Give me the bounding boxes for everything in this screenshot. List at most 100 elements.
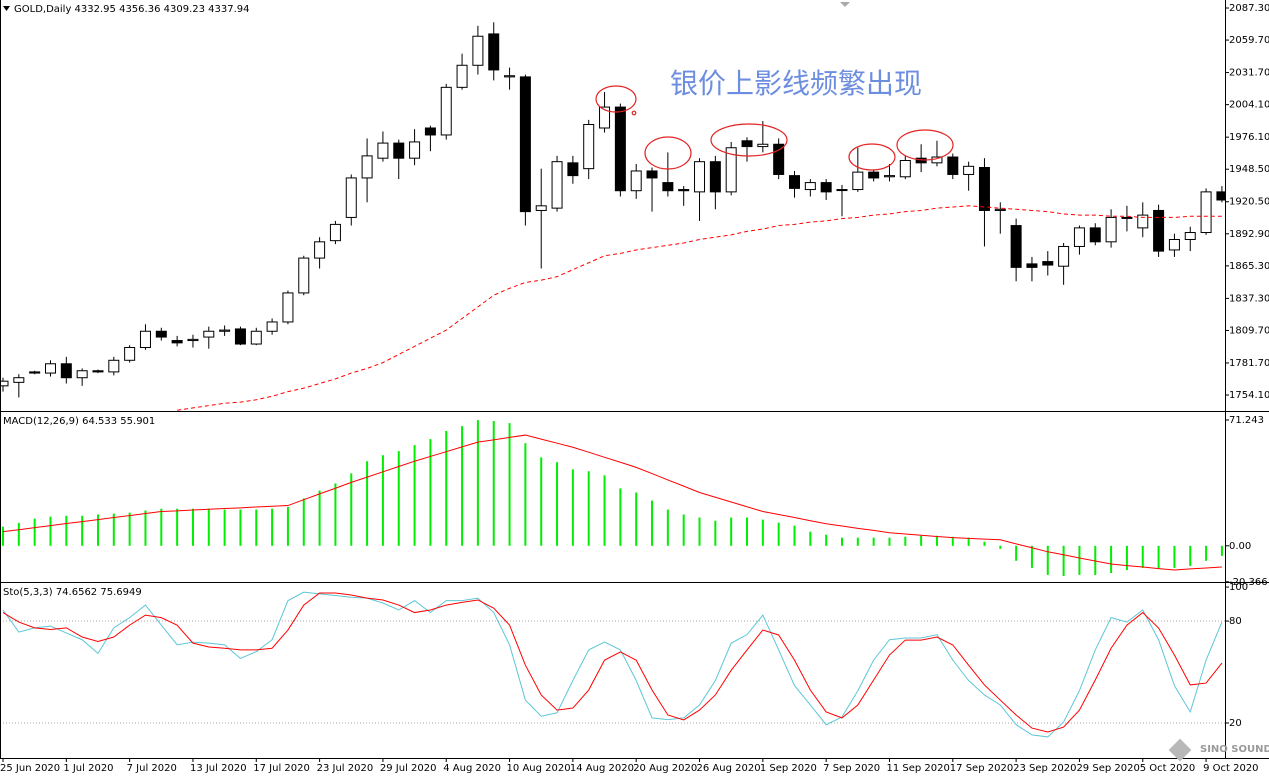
candle-body — [92, 370, 104, 373]
candle-body — [978, 166, 990, 211]
y-tick-label: 2059.70 — [1229, 35, 1269, 46]
x-tick-label: 1 Sep 2020 — [760, 763, 817, 774]
candle-body — [804, 182, 816, 191]
y-tick-label: 1809.70 — [1229, 325, 1269, 336]
menu-arrow — [3, 6, 10, 11]
candle-body — [424, 127, 436, 136]
candle-body — [789, 175, 800, 189]
x-tick-label: 29 Sep 2020 — [1076, 763, 1139, 774]
candle-body — [662, 182, 674, 192]
logo-mark — [1168, 738, 1192, 762]
y-tick-label: 20 — [1229, 718, 1242, 729]
y-tick-label: 1837.30 — [1229, 293, 1269, 304]
candle-body — [329, 223, 341, 242]
candle-body — [994, 208, 1006, 211]
candle-body — [694, 161, 706, 193]
candle-body — [1168, 238, 1180, 251]
x-tick-label: 29 Jul 2020 — [380, 763, 437, 774]
candle-body — [1010, 225, 1022, 268]
candle-body — [963, 165, 975, 175]
candle-body — [567, 162, 579, 177]
candle-body — [1042, 261, 1054, 266]
candle-body — [1089, 227, 1101, 243]
x-tick-label: 11 Sep 2020 — [886, 763, 949, 774]
x-tick-label: 17 Sep 2020 — [950, 763, 1013, 774]
candle-body — [504, 75, 516, 78]
candle-body — [361, 155, 373, 179]
candle-body — [535, 205, 547, 211]
candle-body — [187, 338, 199, 342]
x-tick-label: 5 Oct 2020 — [1140, 763, 1195, 774]
annotation-ring — [595, 85, 637, 113]
annotation-ring — [896, 129, 954, 161]
candle-body — [1026, 263, 1038, 268]
candle-body — [13, 377, 25, 383]
x-tick-label: 7 Jul 2020 — [127, 763, 177, 774]
candle-body — [203, 330, 215, 338]
y-tick-label: 1781.70 — [1229, 358, 1269, 369]
stochastic-line — [2, 591, 1223, 738]
y-tick-label: 1920.50 — [1229, 197, 1269, 208]
annotation-text: 银价上影线频繁出现 — [670, 67, 922, 100]
candle-body — [883, 175, 895, 178]
y-tick-label: 2031.70 — [1229, 68, 1269, 79]
candle-body — [76, 370, 88, 379]
plot-layers: 2087.30 2059.70 2031.70 2004.10 1976.10 1948.… — [0, 3, 1269, 774]
y-tick-label: 2087.30 — [1229, 3, 1269, 14]
signal-line — [2, 434, 1222, 571]
candle-body — [108, 359, 120, 373]
candle-body — [409, 141, 421, 159]
candle-body — [393, 142, 405, 159]
candle-body — [1073, 227, 1085, 247]
shift-marker — [840, 2, 850, 7]
y-tick-label: 1865.30 — [1229, 261, 1269, 272]
candle-body — [947, 156, 959, 175]
y-tick-label: 80 — [1229, 616, 1242, 627]
candle-body — [519, 76, 531, 213]
candle-body — [868, 171, 880, 179]
x-tick-label: 23 Jul 2020 — [317, 763, 374, 774]
candle-body — [345, 177, 357, 218]
candle-body — [1121, 216, 1133, 219]
candle-body — [551, 161, 563, 209]
candle-body — [725, 147, 737, 193]
candle-body — [266, 321, 278, 332]
x-tick-label: 10 Aug 2020 — [507, 763, 571, 774]
candle-body — [1058, 245, 1070, 267]
x-tick-label: 17 Jul 2020 — [253, 763, 310, 774]
y-tick-label: 0.00 — [1229, 541, 1251, 552]
y-tick-label: 2004.10 — [1229, 100, 1269, 111]
candle-body — [614, 106, 626, 192]
candle-body — [820, 182, 832, 193]
x-tick-label: 4 Aug 2020 — [443, 763, 501, 774]
candle-body — [456, 64, 468, 88]
candle-body — [44, 363, 56, 374]
x-tick-label: 7 Sep 2020 — [823, 763, 880, 774]
annotation-ring — [644, 136, 692, 170]
candle-body — [599, 106, 611, 129]
candle-body — [139, 330, 151, 349]
annotation-ring — [848, 143, 896, 171]
candle-body — [124, 347, 136, 361]
candle-body — [852, 171, 864, 191]
annotation-ring — [710, 123, 788, 157]
candle-body — [741, 140, 753, 148]
price-panel — [0, 22, 1225, 411]
candle-body — [1137, 214, 1149, 229]
x-tick-label: 9 Oct 2020 — [1203, 763, 1258, 774]
candle-body — [1200, 191, 1212, 234]
y-tick-label: 1754.10 — [1229, 390, 1269, 401]
candle-body — [773, 143, 785, 175]
macd-panel — [2, 420, 1223, 576]
candle-body — [60, 363, 72, 379]
y-tick-label: 1948.50 — [1229, 164, 1269, 175]
candle-body — [899, 160, 911, 178]
candle-body — [488, 33, 500, 71]
candle-body — [282, 292, 294, 323]
x-tick-label: 26 Aug 2020 — [697, 763, 761, 774]
x-tick-label: 1 Jul 2020 — [63, 763, 113, 774]
candle-body — [678, 189, 690, 192]
axes: 2087.30 2059.70 2031.70 2004.10 1976.10 1948.… — [0, 3, 1269, 774]
